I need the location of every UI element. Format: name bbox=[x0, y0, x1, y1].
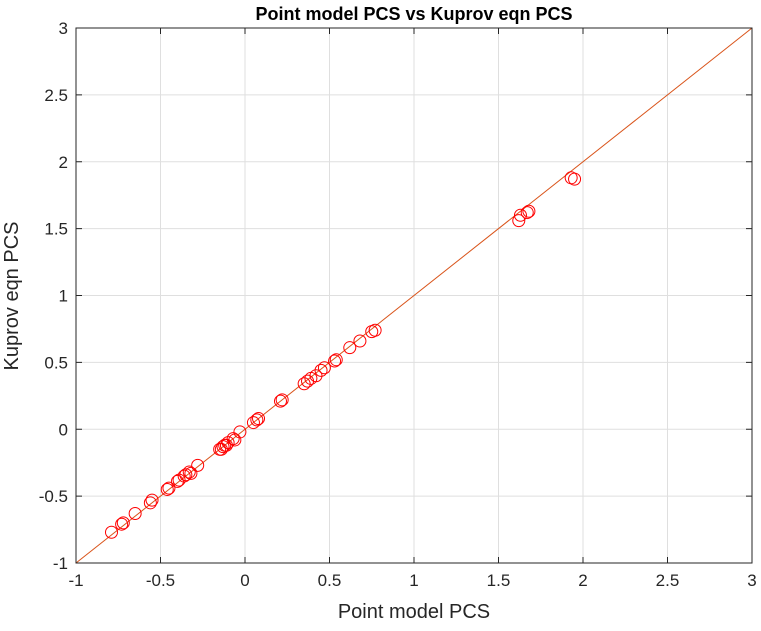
data-point-marker bbox=[512, 214, 526, 228]
data-point-marker bbox=[116, 516, 130, 530]
x-tick-label: 1 bbox=[409, 571, 418, 590]
x-tick-label: 2.5 bbox=[656, 571, 680, 590]
y-axis-label: Kuprov eqn PCS bbox=[1, 222, 23, 371]
y-tick-label: 1.5 bbox=[44, 220, 68, 239]
data-point-marker bbox=[273, 394, 287, 408]
data-point-marker bbox=[343, 341, 357, 355]
y-tick-label: 3 bbox=[59, 19, 68, 38]
data-point-marker bbox=[177, 469, 191, 483]
data-point-marker bbox=[246, 416, 260, 430]
data-point-marker bbox=[182, 465, 196, 479]
x-tick-label: -1 bbox=[68, 571, 83, 590]
y-tick-label: 2.5 bbox=[44, 86, 68, 105]
y-tick-label: 1 bbox=[59, 287, 68, 306]
data-point-marker bbox=[314, 363, 328, 377]
data-point-marker bbox=[522, 204, 536, 218]
data-point-marker bbox=[317, 361, 331, 375]
x-tick-label: 0 bbox=[240, 571, 249, 590]
data-point-marker bbox=[513, 208, 527, 222]
data-point-marker bbox=[297, 377, 311, 391]
data-point-marker bbox=[368, 323, 382, 337]
data-point-marker bbox=[128, 507, 142, 521]
reference-line-y-equals-x bbox=[75, 27, 753, 564]
axis-ticks: -1 -0.5 0 0.5 1 1.5 2 2.5 3 -1 -0.5 0 0.5 1 1.5 2 2.5 3 bbox=[39, 19, 757, 590]
y-tick-label: 0 bbox=[59, 420, 68, 439]
x-tick-label: 3 bbox=[747, 571, 756, 590]
data-point-marker bbox=[329, 353, 343, 367]
x-tick-label: 1.5 bbox=[487, 571, 511, 590]
data-point-marker bbox=[233, 425, 247, 439]
data-point-marker bbox=[162, 481, 176, 495]
data-point-marker bbox=[226, 432, 240, 446]
y-tick-label: 0.5 bbox=[44, 353, 68, 372]
y-tick-label: 2 bbox=[59, 153, 68, 172]
data-point-marker bbox=[145, 493, 159, 507]
data-point-marker bbox=[353, 334, 367, 348]
data-point-marker bbox=[309, 369, 323, 383]
x-tick-label: -0.5 bbox=[146, 571, 175, 590]
data-point-marker bbox=[160, 482, 174, 496]
data-point-marker bbox=[104, 525, 118, 539]
data-point-marker bbox=[275, 393, 289, 407]
data-point-marker bbox=[568, 172, 582, 186]
data-point-marker bbox=[252, 412, 266, 426]
data-markers bbox=[104, 171, 582, 539]
data-point-marker bbox=[228, 433, 242, 447]
data-point-marker bbox=[250, 413, 264, 427]
chart-title: Point model PCS vs Kuprov eqn PCS bbox=[255, 4, 572, 24]
data-point-marker bbox=[143, 496, 157, 510]
x-tick-label: 2 bbox=[578, 571, 587, 590]
x-tick-label: 0.5 bbox=[318, 571, 342, 590]
data-point-marker bbox=[179, 468, 193, 482]
data-point-marker bbox=[520, 206, 534, 220]
data-point-marker bbox=[328, 354, 342, 368]
data-point-marker bbox=[115, 517, 129, 531]
data-point-marker bbox=[221, 436, 235, 450]
x-axis-label: Point model PCS bbox=[338, 601, 490, 623]
y-tick-label: -1 bbox=[53, 554, 68, 573]
data-point-marker bbox=[172, 473, 186, 487]
data-point-marker bbox=[191, 458, 205, 472]
y-tick-label: -0.5 bbox=[39, 487, 68, 506]
data-point-marker bbox=[184, 466, 198, 480]
data-point-marker bbox=[214, 442, 228, 456]
data-point-marker bbox=[170, 474, 184, 488]
